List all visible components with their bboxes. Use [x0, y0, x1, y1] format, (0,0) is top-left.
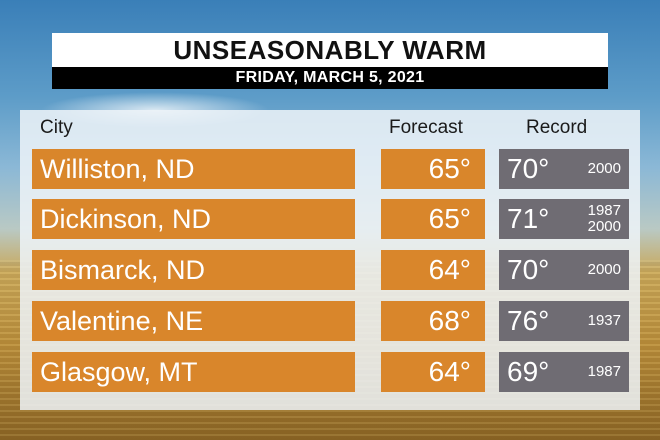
- forecast-cell: 68°: [381, 301, 485, 341]
- forecast-temp: 68°: [428, 305, 471, 336]
- record-temp: 69°: [507, 356, 550, 387]
- column-header-city: City: [40, 117, 73, 138]
- record-temp: 71°: [507, 203, 550, 234]
- forecast-cell: 64°: [381, 250, 485, 290]
- column-header-forecast: Forecast: [389, 117, 463, 138]
- record-cell: 70° 2000: [499, 250, 629, 290]
- page-title: UNSEASONABLY WARM: [173, 34, 487, 65]
- record-temp: 70°: [507, 153, 550, 184]
- record-years: 1987: [567, 364, 621, 380]
- record-cell: 69° 1987: [499, 352, 629, 392]
- forecast-temp: 64°: [428, 356, 471, 387]
- city-cell: Dickinson, ND: [32, 199, 355, 239]
- record-years: 2000: [567, 161, 621, 177]
- forecast-cell: 65°: [381, 199, 485, 239]
- city-cell: Glasgow, MT: [32, 352, 355, 392]
- city-name: Dickinson, ND: [40, 203, 212, 234]
- forecast-temp: 64°: [428, 254, 471, 285]
- record-temp: 76°: [507, 305, 550, 336]
- record-years: 2000: [567, 262, 621, 278]
- table-row: Dickinson, ND 65° 71° 1987 2000: [0, 199, 660, 239]
- record-years: 1937: [567, 313, 621, 329]
- record-year: 1937: [587, 312, 621, 329]
- city-name: Bismarck, ND: [40, 254, 206, 285]
- forecast-cell: 65°: [381, 149, 485, 189]
- date-label: FRIDAY, MARCH 5, 2021: [235, 69, 425, 86]
- city-cell: Valentine, NE: [32, 301, 355, 341]
- city-name: Glasgow, MT: [40, 356, 198, 387]
- title-banner: UNSEASONABLY WARM: [52, 33, 608, 67]
- record-cell: 70° 2000: [499, 149, 629, 189]
- record-cell: 71° 1987 2000: [499, 199, 629, 239]
- table-row: Williston, ND 65° 70° 2000: [0, 149, 660, 189]
- record-temp: 70°: [507, 254, 550, 285]
- city-name: Valentine, NE: [40, 305, 204, 336]
- city-name: Williston, ND: [40, 153, 195, 184]
- forecast-temp: 65°: [428, 153, 471, 184]
- record-year: 2000: [587, 261, 621, 278]
- date-banner: FRIDAY, MARCH 5, 2021: [52, 67, 608, 89]
- record-year: 1987: [587, 202, 621, 219]
- city-cell: Bismarck, ND: [32, 250, 355, 290]
- city-cell: Williston, ND: [32, 149, 355, 189]
- record-year: 1987: [587, 363, 621, 380]
- record-cell: 76° 1937: [499, 301, 629, 341]
- forecast-temp: 65°: [428, 203, 471, 234]
- forecast-cell: 64°: [381, 352, 485, 392]
- table-row: Valentine, NE 68° 76° 1937: [0, 301, 660, 341]
- record-years: 1987 2000: [567, 203, 621, 235]
- record-year: 2000: [587, 218, 621, 235]
- table-row: Bismarck, ND 64° 70° 2000: [0, 250, 660, 290]
- record-year: 2000: [587, 160, 621, 177]
- table-row: Glasgow, MT 64° 69° 1987: [0, 352, 660, 392]
- column-header-record: Record: [526, 117, 588, 138]
